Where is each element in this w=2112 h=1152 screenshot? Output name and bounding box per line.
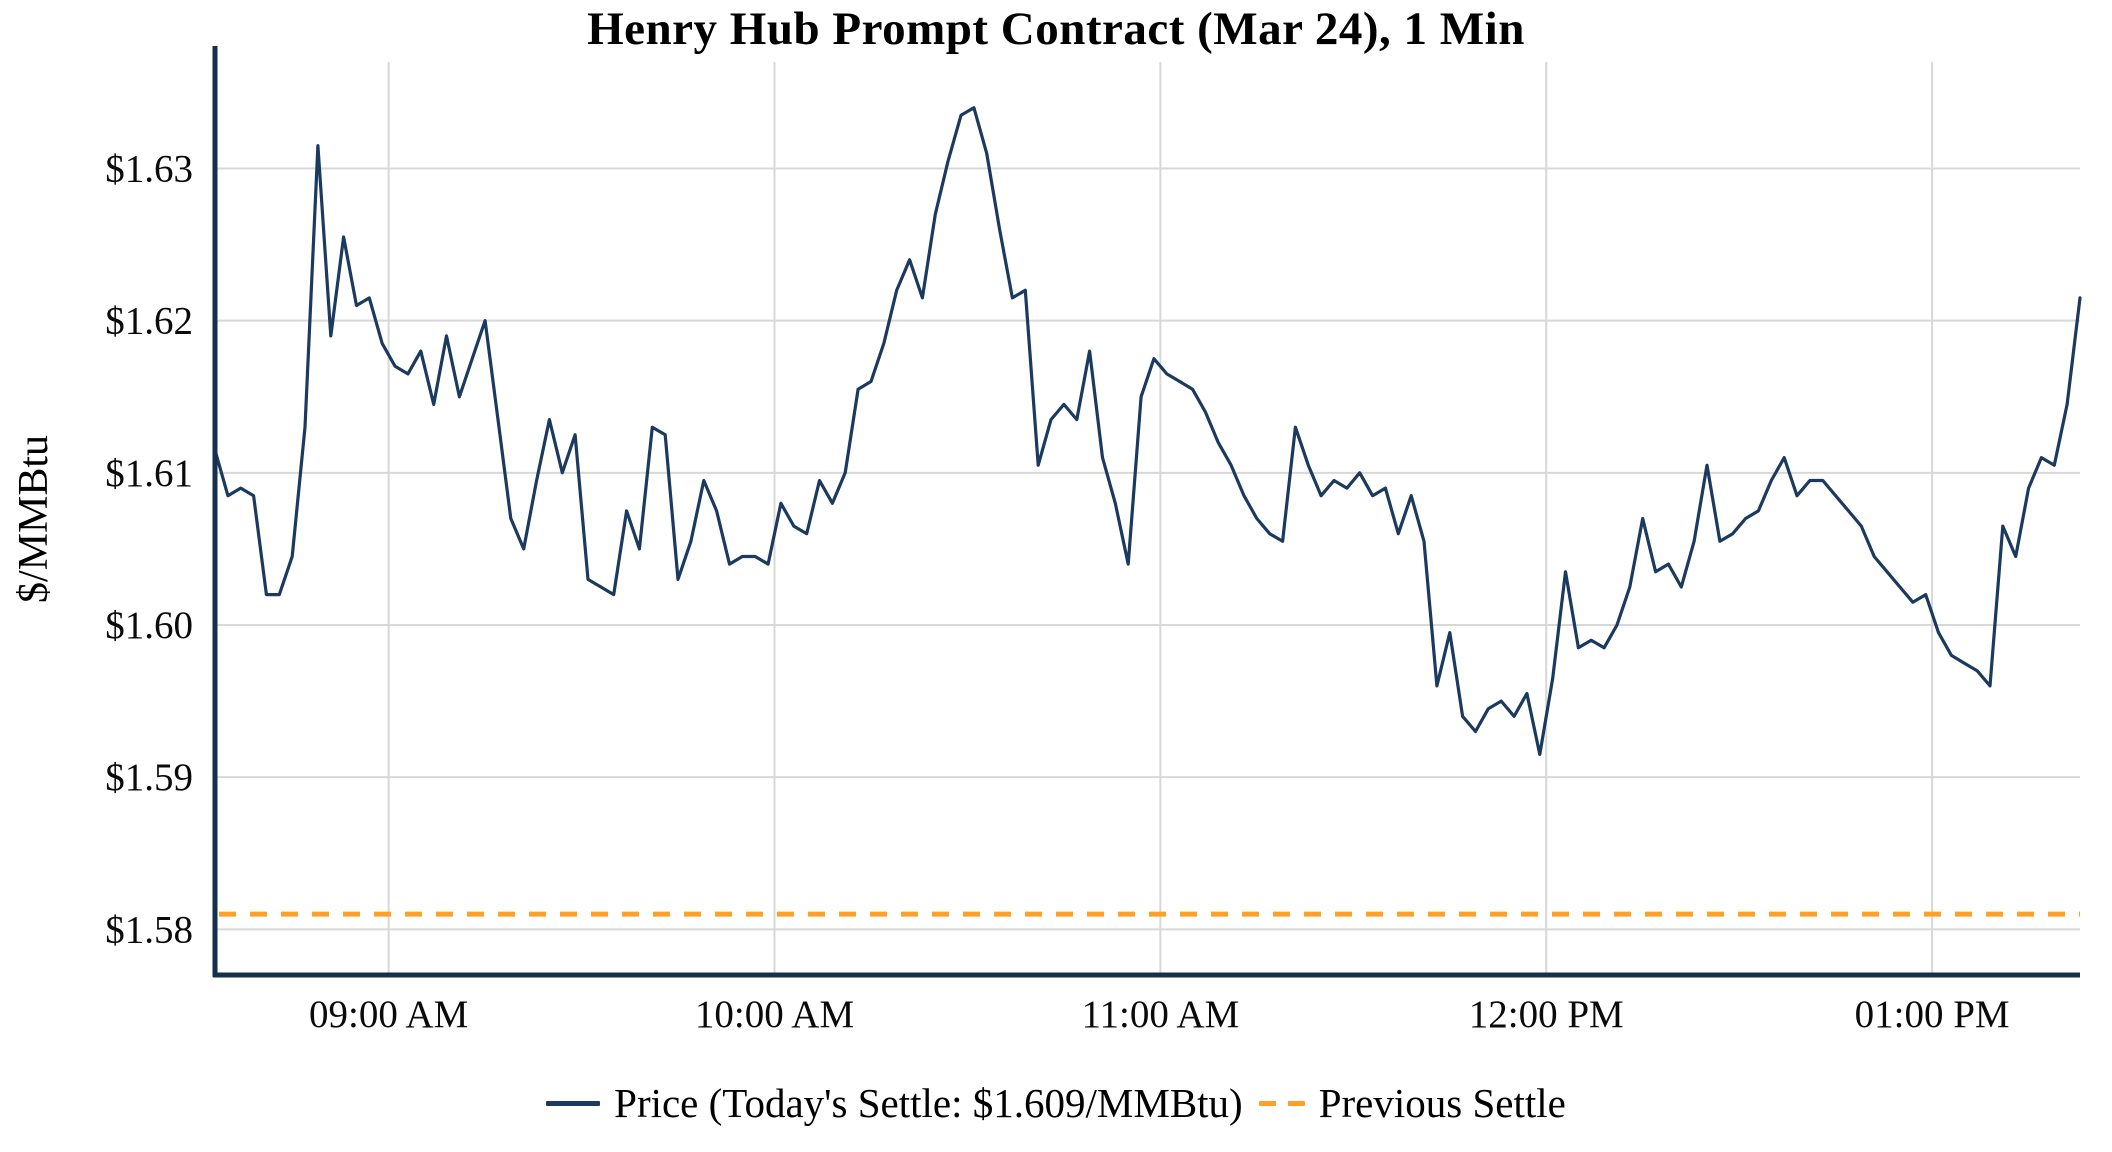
legend-item-price: Price (Today's Settle: $1.609/MMBtu) <box>546 1079 1243 1127</box>
y-tick-label: $1.61 <box>105 452 193 495</box>
x-tick-label: 01:00 PM <box>1855 993 2010 1036</box>
previous-settle-swatch-icon <box>1258 1100 1305 1106</box>
y-tick-label: $1.59 <box>105 756 193 799</box>
y-tick-label: $1.63 <box>105 148 193 191</box>
legend-previous-settle-label: Previous Settle <box>1318 1080 1566 1126</box>
chart-legend: Price (Today's Settle: $1.609/MMBtu) Pre… <box>0 1076 2112 1130</box>
x-tick-label: 12:00 PM <box>1469 993 1624 1036</box>
legend-price-label: Price (Today's Settle: $1.609/MMBtu) <box>614 1080 1243 1126</box>
price-line-swatch-icon <box>546 1100 601 1106</box>
price-chart-svg: $1.58 $1.59 $1.60 $1.61 $1.62 $1.63 09:00 AM 10… <box>105 46 2082 1036</box>
y-tick-label: $1.60 <box>105 604 193 647</box>
x-tick-label: 10:00 AM <box>695 993 854 1036</box>
x-tick-label: 11:00 AM <box>1081 993 1239 1036</box>
x-tick-label: 09:00 AM <box>309 993 468 1036</box>
legend-item-previous-settle: Previous Settle <box>1258 1079 1566 1127</box>
y-tick-label: $1.62 <box>105 300 193 343</box>
chart-title: Henry Hub Prompt Contract (Mar 24), 1 Mi… <box>587 3 1525 55</box>
y-tick-label: $1.58 <box>105 908 193 951</box>
price-line <box>213 106 2082 757</box>
